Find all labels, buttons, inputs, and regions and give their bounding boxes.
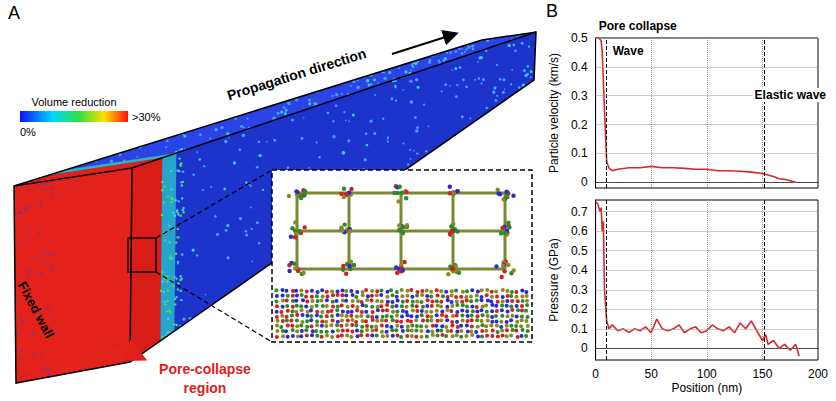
svg-text:0.4: 0.4 <box>571 263 588 277</box>
svg-text:Elastic wave: Elastic wave <box>755 88 827 102</box>
svg-text:0.2: 0.2 <box>571 302 588 316</box>
svg-text:200: 200 <box>808 367 828 381</box>
svg-text:0.1: 0.1 <box>571 146 588 160</box>
svg-text:50: 50 <box>645 367 659 381</box>
svg-text:0%: 0% <box>20 126 36 138</box>
svg-text:Volume reduction: Volume reduction <box>32 96 117 108</box>
svg-text:Pore-collapse: Pore-collapse <box>159 361 251 377</box>
svg-text:Wave: Wave <box>613 44 644 58</box>
svg-text:0.2: 0.2 <box>571 118 588 132</box>
svg-text:A: A <box>8 3 20 23</box>
svg-text:Pressure (GPa): Pressure (GPa) <box>547 238 561 321</box>
svg-text:region: region <box>184 380 227 396</box>
svg-text:150: 150 <box>752 367 772 381</box>
svg-text:Fixed wall: Fixed wall <box>15 279 57 341</box>
svg-text:0.3: 0.3 <box>571 283 588 297</box>
svg-text:0.1: 0.1 <box>571 322 588 336</box>
svg-text:0.6: 0.6 <box>571 224 588 238</box>
svg-text:0.7: 0.7 <box>571 205 588 219</box>
svg-text:100: 100 <box>697 367 717 381</box>
svg-text:0.5: 0.5 <box>571 244 588 258</box>
svg-text:0.5: 0.5 <box>571 31 588 45</box>
svg-text:0.3: 0.3 <box>571 89 588 103</box>
svg-text:Propagation direction: Propagation direction <box>225 45 368 103</box>
svg-text:Particle velocity (km/s): Particle velocity (km/s) <box>547 53 561 173</box>
svg-text:B: B <box>546 1 558 21</box>
svg-text:Position (nm): Position (nm) <box>671 381 742 395</box>
svg-text:0: 0 <box>581 341 588 355</box>
svg-text:Pore collapse: Pore collapse <box>599 19 677 33</box>
svg-text:0: 0 <box>581 175 588 189</box>
svg-text:0.4: 0.4 <box>571 60 588 74</box>
svg-text:>30%: >30% <box>132 111 161 123</box>
svg-text:0: 0 <box>592 367 599 381</box>
